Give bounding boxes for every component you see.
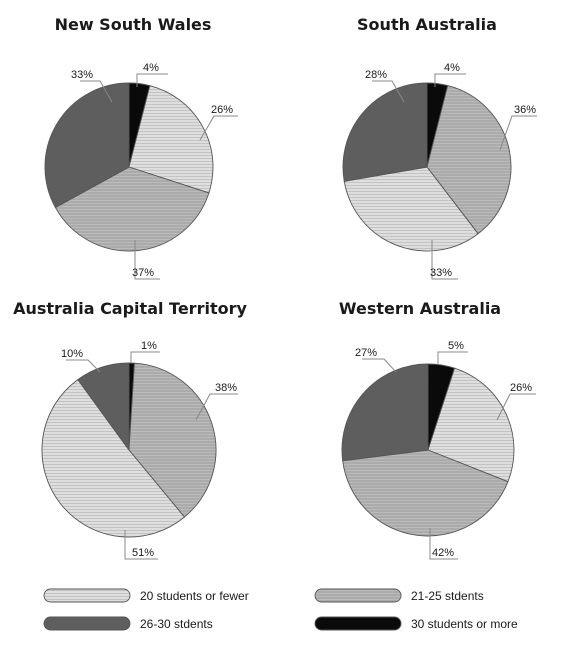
leader-line (372, 80, 405, 103)
leader-line (434, 73, 466, 87)
chart-title: South Australia (357, 15, 497, 34)
leader-line (431, 240, 458, 280)
leader-line (499, 115, 537, 151)
chart-title: Australia Capital Territory (13, 299, 247, 318)
percent-label: 33% (71, 69, 93, 81)
leader-line (124, 530, 158, 560)
legend-label: 21-25 stdents (411, 589, 484, 603)
leader-line (429, 528, 458, 560)
chart-title: New South Wales (55, 15, 212, 34)
percent-label: 36% (514, 104, 536, 116)
leader-line (362, 358, 397, 373)
percent-label: 5% (448, 340, 464, 352)
percent-label: 1% (141, 340, 157, 352)
legend: 20 students or fewer 21-25 stdents 26-30 s… (43, 588, 518, 631)
leader-line (130, 351, 160, 363)
pie-slice-26-30-stdents (342, 82, 428, 182)
pie-chart-australia-capital-territory: Australia Capital Territory 1% 38% 51% 10% (13, 299, 247, 560)
pie-chart-new-south-wales: New South Wales 4% 26% 37% 33% (44, 15, 238, 280)
pie-slice-26-30-stdents (44, 82, 130, 209)
percent-label: 37% (132, 267, 154, 279)
pie-slice-20-students-or-fewer (41, 378, 186, 538)
pie-slice-21-25-stdents (54, 166, 210, 252)
percent-label: 26% (510, 382, 532, 394)
legend-item-26-30-stdents: 26-30 stdents (43, 616, 213, 631)
legend-swatch (314, 588, 402, 603)
legend-swatch (43, 588, 131, 603)
percent-label: 28% (365, 69, 387, 81)
percent-label: 51% (132, 547, 154, 559)
percent-label: 4% (444, 62, 460, 74)
percent-label: 4% (143, 62, 159, 74)
pie-slice-20-students-or-fewer (427, 367, 515, 483)
percent-label: 38% (215, 382, 237, 394)
leader-line (136, 73, 168, 87)
pie-slice-26-30-stdents (77, 362, 130, 452)
legend-label: 30 students or more (411, 617, 518, 631)
legend-item-30-students-or-more: 30 students or more (314, 616, 518, 631)
leader-line (66, 359, 101, 373)
pie-slice-21-25-stdents (342, 449, 509, 537)
leader-line (134, 240, 160, 280)
legend-item-21-25-stdents: 21-25 stdents (314, 588, 484, 603)
legend-swatch (43, 616, 131, 631)
pie-slice-20-students-or-fewer (128, 85, 214, 194)
pie-chart-south-australia: South Australia 4% 36% 33% 28% (342, 15, 537, 280)
leader-line (80, 80, 113, 103)
pie-slice-21-25-stdents (426, 85, 512, 235)
percent-label: 26% (211, 104, 233, 116)
leader-line (437, 351, 468, 364)
pie-slice-26-30-stdents (341, 363, 429, 462)
percent-label: 10% (61, 348, 83, 360)
chart-title: Western Australia (339, 299, 501, 318)
legend-label: 20 students or fewer (140, 589, 249, 603)
percent-label: 42% (432, 547, 454, 559)
pie-chart-western-australia: Western Australia 5% 26% 42% 27% (339, 299, 536, 560)
legend-label: 26-30 stdents (140, 617, 213, 631)
leader-line (199, 115, 238, 141)
leader-line (195, 393, 238, 421)
legend-swatch (314, 616, 402, 631)
legend-item-20-students-or-fewer: 20 students or fewer (43, 588, 249, 603)
pie-slice-20-students-or-fewer (343, 166, 479, 252)
percent-label: 33% (430, 267, 452, 279)
leader-line (496, 393, 536, 421)
percent-label: 27% (355, 347, 377, 359)
pie-slice-21-25-stdents (128, 362, 217, 518)
